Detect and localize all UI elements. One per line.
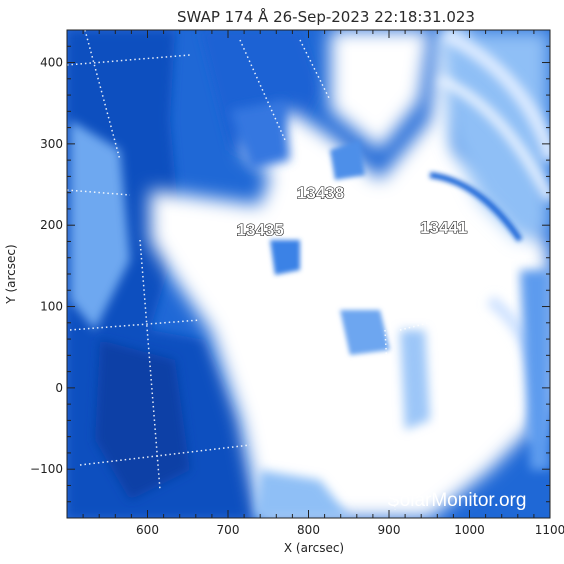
active-region-label: 13441 bbox=[420, 218, 467, 237]
y-tick-label: 100 bbox=[40, 300, 63, 314]
y-tick-label: 400 bbox=[40, 56, 63, 70]
y-tick-label: −100 bbox=[30, 462, 63, 476]
x-tick-label: 800 bbox=[297, 523, 320, 537]
x-axis-label: X (arcsec) bbox=[284, 541, 344, 555]
active-region-label: 13435 bbox=[237, 220, 284, 239]
y-axis-ticks: 400 300 200 100 0 −100 bbox=[30, 29, 550, 519]
x-tick-label: 600 bbox=[136, 523, 159, 537]
x-axis-ticks: 600 700 800 900 1000 1100 bbox=[66, 30, 564, 537]
solar-image bbox=[67, 30, 550, 518]
active-region-label: 13438 bbox=[297, 184, 344, 203]
active-region-labels: 13438 13435 13441 bbox=[236, 183, 468, 240]
x-tick-label: 1100 bbox=[535, 523, 564, 537]
y-tick-label: 200 bbox=[40, 218, 63, 232]
solarmonitor-watermark: SolarMonitor.org bbox=[387, 490, 526, 511]
x-tick-label: 900 bbox=[378, 523, 401, 537]
y-tick-label: 0 bbox=[55, 381, 63, 395]
y-tick-label: 300 bbox=[40, 137, 63, 151]
x-tick-label: 1000 bbox=[454, 523, 485, 537]
image-title: SWAP 174 Å 26-Sep-2023 22:18:31.023 bbox=[177, 7, 475, 26]
y-axis-label: Y (arcsec) bbox=[4, 244, 18, 304]
x-tick-label: 700 bbox=[217, 523, 240, 537]
